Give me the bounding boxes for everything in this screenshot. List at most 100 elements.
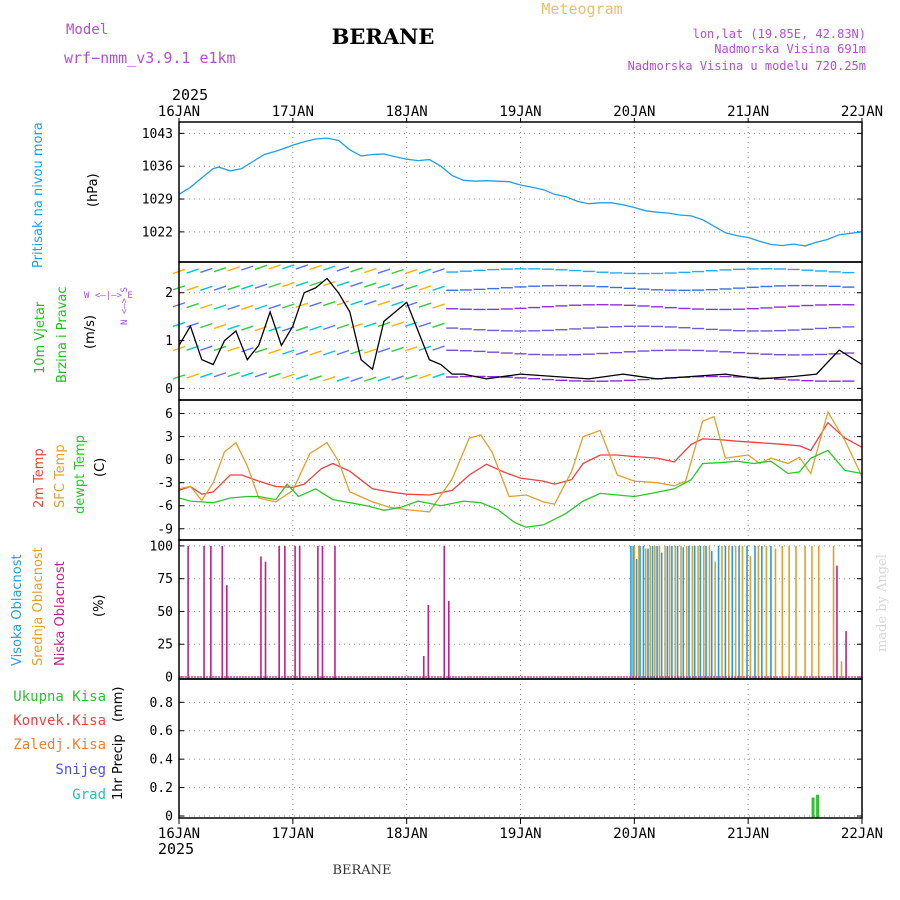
mid-bar: [832, 545, 835, 679]
y-tick-label: -3: [157, 476, 173, 491]
mid-bar: [774, 548, 777, 679]
wind-arrow: [309, 375, 322, 381]
low-bar: [321, 545, 324, 679]
high-bar: [717, 545, 720, 679]
y-tick-label: 0.6: [150, 724, 173, 739]
top-x-tick-label: 18JAN: [386, 104, 428, 120]
y-tick-label: 50: [157, 605, 173, 620]
mid-bar: [649, 545, 652, 679]
wind-arrow: [364, 348, 377, 354]
wind-arrow: [200, 372, 213, 378]
high-bar: [710, 551, 713, 679]
low-bar: [284, 545, 286, 679]
top-x-tick-label: 19JAN: [499, 104, 541, 120]
wind-arrow: [295, 264, 309, 270]
high-bar: [651, 545, 654, 679]
cloud-ylabel: Visoka Oblacnost: [10, 554, 25, 666]
model-label: Model: [66, 22, 108, 38]
wind-arrow: [227, 285, 240, 291]
wind-arrow: [186, 268, 199, 274]
wind-arrow: [186, 285, 199, 291]
pressure-ylabel: Pritisak na nivou mora: [31, 122, 46, 268]
wind-arrow: [186, 373, 199, 379]
wind-arrow: [268, 372, 281, 379]
wind-arrow: [323, 375, 336, 382]
wind-arrow: [364, 267, 377, 274]
wind-arrow: [418, 268, 432, 274]
legend-convective-rain: Konvek.Kisa: [13, 713, 106, 729]
wind-arrow: [336, 281, 350, 287]
wind-arrow: [186, 345, 199, 351]
cloud-ylabel-3: Niska Oblacnost: [53, 561, 68, 666]
wind-arrow: [418, 302, 432, 308]
wind-arrow: [336, 349, 350, 356]
wind-arrow: [241, 284, 254, 290]
low-bar: [264, 561, 267, 679]
mid-bar: [721, 545, 723, 679]
wind-arrow: [364, 282, 377, 288]
wind-arrow: [323, 265, 336, 271]
y-tick-label: 0: [165, 453, 173, 468]
wind-arrow: [404, 284, 418, 291]
wind-arrow: [336, 300, 350, 306]
top-x-tick-label: 20JAN: [613, 104, 655, 120]
pressure-panel: 1022 1029 1036 1043: [142, 121, 863, 263]
wind-arrow: [432, 322, 445, 328]
y-tick-label: 0: [165, 810, 173, 825]
wind-arrow: [227, 304, 240, 311]
wind-arrow: [364, 322, 377, 328]
mid-bar: [781, 545, 784, 679]
bottom-x-tick-label: 21JAN: [727, 826, 769, 842]
high-bar: [738, 545, 740, 679]
y-tick-label: 0.2: [150, 781, 173, 796]
wind-arrow: [377, 300, 391, 306]
low-bar: [447, 600, 450, 679]
low-bar: [203, 545, 205, 679]
y-tick-label: 0.8: [150, 696, 173, 711]
wind-arrow: [241, 265, 254, 271]
mid-bar: [728, 545, 730, 679]
wind-arrow: [391, 300, 404, 307]
low-bar: [210, 545, 212, 679]
legend-freezing-rain: Zaledj.Kisa: [13, 737, 106, 753]
y-tick-label: 25: [157, 638, 173, 653]
mid-bar: [664, 545, 666, 679]
y-tick-label: -9: [157, 522, 173, 537]
wind-arrow: [350, 323, 363, 329]
top-x-tick-label: 22JAN: [841, 104, 883, 120]
meteogram-label: Meteogram: [541, 0, 622, 18]
wind-arrow: [432, 372, 445, 379]
low-bar: [443, 545, 446, 679]
low-bar: [836, 565, 838, 679]
footer-station: BERANE: [332, 863, 391, 878]
wind-arrow: [268, 264, 281, 270]
wind-arrow: [377, 321, 391, 328]
y-tick-label: 1: [165, 334, 173, 349]
wind-arrow: [391, 321, 404, 327]
wind-arrow: [213, 285, 227, 291]
temp-ylabel: 2m Temp: [32, 448, 47, 508]
mid-bar: [638, 545, 640, 679]
temp-ylabel-3: dewpt Temp: [73, 435, 88, 514]
mid-bar: [840, 661, 843, 679]
y-tick-label: 3: [165, 430, 173, 445]
cloud-ylabel-2: Srednja Oblacnost: [31, 547, 46, 666]
wind-arrow: [323, 324, 336, 331]
series-line: [178, 137, 863, 247]
y-tick-label: 6: [165, 407, 173, 422]
wind-arrow: [227, 266, 240, 272]
mid-bar: [795, 545, 797, 679]
mid-bar: [734, 545, 737, 679]
top-x-tick-label: 21JAN: [727, 104, 769, 120]
high-bar: [671, 545, 673, 679]
low-bar: [317, 545, 319, 679]
wind-arrow: [418, 373, 432, 380]
mid-bar: [817, 545, 820, 679]
wind-ylabel-2: Brzina i Pravac: [55, 286, 70, 383]
temp-ylabel-2: SFC Temp: [53, 444, 68, 508]
y-tick-label: 1043: [142, 127, 173, 142]
top-x-tick-labels: 16JAN 17JAN 18JAN 19JAN 20JAN 21JAN 22JAN: [158, 104, 883, 122]
wind-arrow: [254, 304, 268, 310]
low-bar: [260, 556, 262, 679]
wind-arrow: [213, 266, 227, 273]
